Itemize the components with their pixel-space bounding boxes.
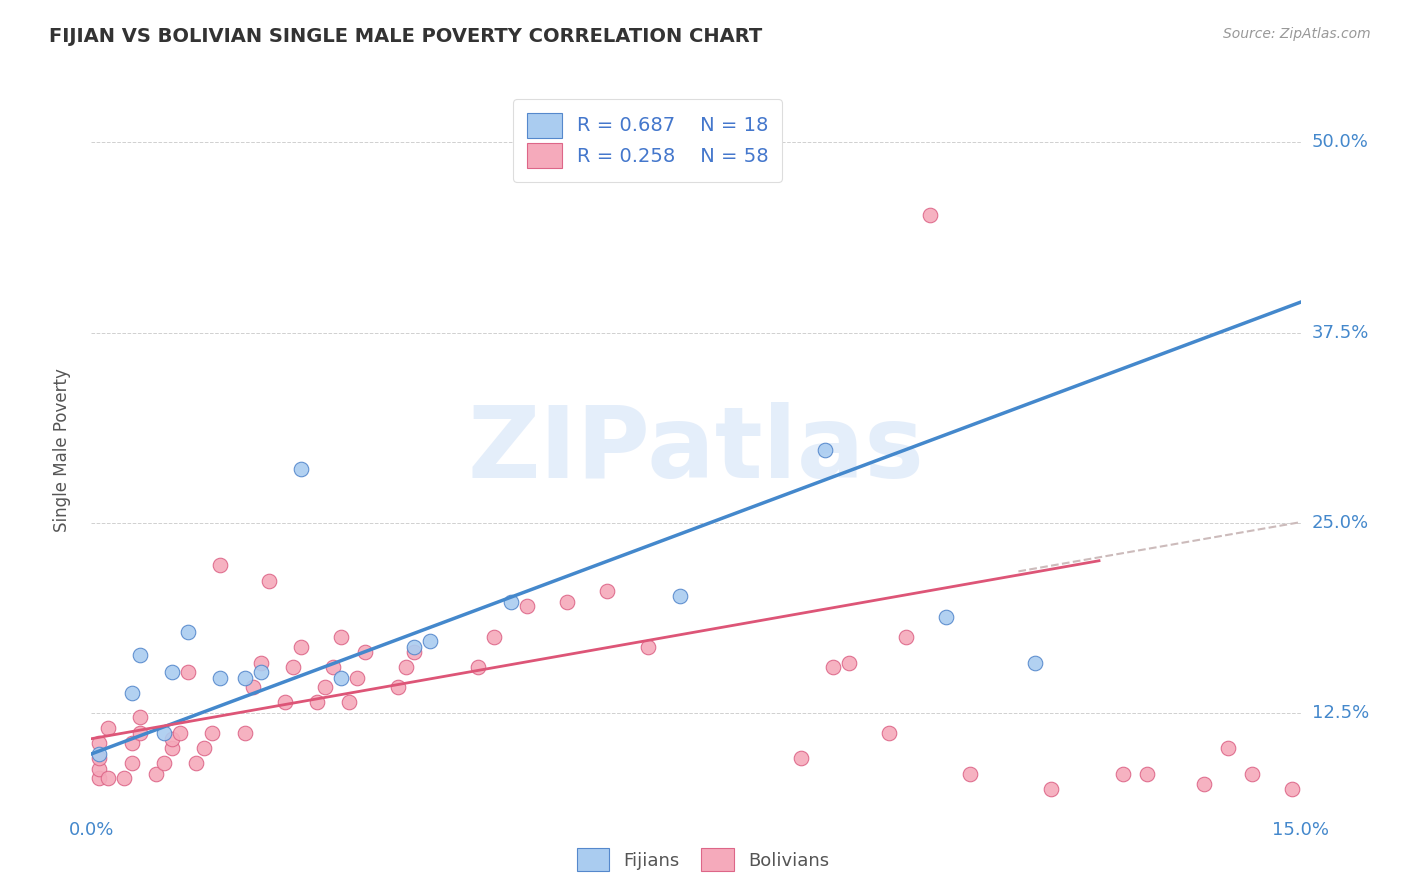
Point — [330, 671, 353, 685]
Legend: R = 0.687    N = 18, R = 0.258    N = 58: R = 0.687 N = 18, R = 0.258 N = 58 — [513, 99, 782, 182]
Point — [145, 766, 167, 780]
Point — [387, 680, 409, 694]
Point — [918, 209, 941, 223]
Point — [249, 656, 271, 670]
Point — [249, 665, 271, 679]
Point — [1281, 781, 1303, 796]
Point — [242, 680, 264, 694]
Point — [112, 771, 135, 785]
Point — [959, 766, 981, 780]
Point — [314, 680, 336, 694]
Point — [402, 640, 425, 655]
Point — [637, 640, 659, 655]
Point — [186, 756, 208, 770]
Point — [555, 595, 578, 609]
Point — [354, 645, 377, 659]
Point — [516, 599, 538, 614]
Point — [402, 645, 425, 659]
Point — [1039, 781, 1062, 796]
Point — [160, 731, 183, 746]
Point — [274, 695, 297, 709]
Point — [838, 656, 860, 670]
Text: 25.0%: 25.0% — [1312, 514, 1369, 532]
Point — [153, 725, 176, 739]
Point — [121, 756, 143, 770]
Point — [89, 751, 111, 765]
Point — [307, 695, 329, 709]
Text: 50.0%: 50.0% — [1312, 134, 1368, 152]
Point — [346, 671, 368, 685]
Point — [467, 660, 489, 674]
Point — [193, 740, 215, 755]
Point — [290, 640, 312, 655]
Point — [337, 695, 360, 709]
Point — [1216, 740, 1239, 755]
Point — [935, 610, 957, 624]
Point — [419, 634, 441, 648]
Point — [1192, 777, 1215, 791]
Point — [879, 725, 901, 739]
Point — [894, 630, 917, 644]
Point — [177, 625, 200, 640]
Point — [89, 747, 111, 761]
Text: ZIPatlas: ZIPatlas — [468, 402, 924, 499]
Point — [669, 589, 692, 603]
Point — [1024, 656, 1046, 670]
Point — [1112, 766, 1135, 780]
Point — [1241, 766, 1264, 780]
Point — [201, 725, 224, 739]
Point — [233, 725, 256, 739]
Point — [814, 442, 837, 457]
Point — [121, 736, 143, 750]
Point — [160, 665, 183, 679]
Point — [290, 462, 312, 476]
Point — [177, 665, 200, 679]
Point — [96, 771, 118, 785]
Point — [596, 584, 619, 599]
Point — [153, 756, 176, 770]
Legend: Fijians, Bolivians: Fijians, Bolivians — [569, 841, 837, 879]
Point — [821, 660, 844, 674]
Point — [395, 660, 418, 674]
Point — [281, 660, 304, 674]
Point — [89, 736, 111, 750]
Point — [121, 686, 143, 700]
Point — [169, 725, 191, 739]
Point — [499, 595, 522, 609]
Point — [128, 725, 150, 739]
Point — [128, 648, 150, 662]
Point — [1136, 766, 1159, 780]
Point — [790, 751, 813, 765]
Point — [484, 630, 506, 644]
Point — [89, 771, 111, 785]
Point — [209, 558, 232, 573]
Point — [209, 671, 232, 685]
Point — [89, 762, 111, 776]
Point — [128, 710, 150, 724]
Point — [257, 574, 280, 588]
Point — [322, 660, 344, 674]
Point — [330, 630, 353, 644]
Point — [233, 671, 256, 685]
Point — [160, 740, 183, 755]
Text: 37.5%: 37.5% — [1312, 324, 1369, 342]
Y-axis label: Single Male Poverty: Single Male Poverty — [52, 368, 70, 533]
Text: FIJIAN VS BOLIVIAN SINGLE MALE POVERTY CORRELATION CHART: FIJIAN VS BOLIVIAN SINGLE MALE POVERTY C… — [49, 27, 762, 45]
Text: 12.5%: 12.5% — [1312, 704, 1369, 722]
Point — [96, 721, 118, 735]
Text: Source: ZipAtlas.com: Source: ZipAtlas.com — [1223, 27, 1371, 41]
